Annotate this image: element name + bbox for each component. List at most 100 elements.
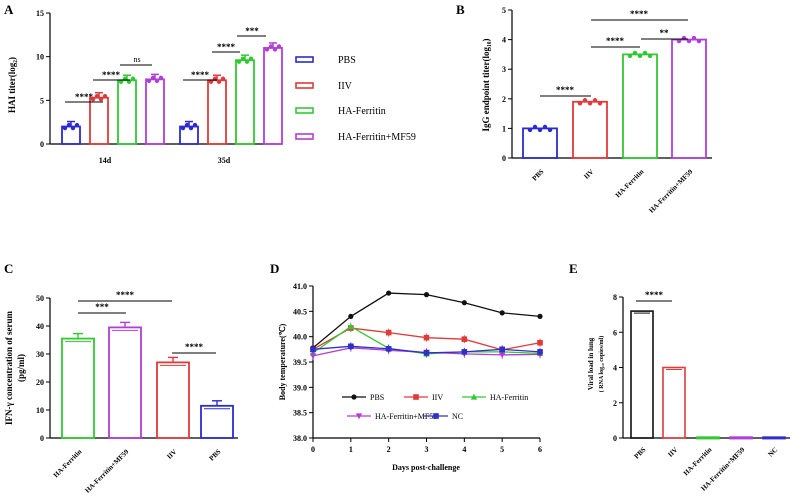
bar-pbs: [200, 404, 234, 439]
panel-d: D Body temperature(℃) 38.038.539.039.540…: [270, 261, 544, 472]
x-tick-label: 2: [387, 445, 391, 454]
data-point: [102, 94, 108, 99]
panel-b-significance: **** **** ** ****: [540, 9, 688, 97]
data-point: [272, 47, 278, 52]
data-point: [577, 101, 583, 106]
point-nc: [310, 346, 316, 353]
data-point: [542, 124, 548, 130]
data-point: [647, 53, 653, 59]
data-point: [70, 125, 76, 131]
panel-d-letter: D: [270, 261, 279, 276]
bar-ha-ferritin-mf59: [671, 38, 707, 159]
bar-nc: [762, 436, 786, 440]
x-label-pbs: PBS: [531, 168, 546, 183]
panel-c-x-labels: HA-Ferritin HA-Ferritin+MF59 IIV PBS: [52, 447, 223, 494]
panel-c-bars: [61, 321, 234, 439]
y-tick-label: 40: [36, 322, 44, 331]
data-point: [98, 97, 104, 102]
panel-a-ylabel: HAI titer(log₂): [7, 57, 17, 113]
point-nc: [348, 343, 354, 350]
sig-b-4: ****: [630, 9, 649, 19]
panel-b-bars: [522, 35, 707, 159]
data-point: [537, 127, 543, 133]
panel-e-significance: ****: [636, 290, 672, 302]
y-tick-label: 50: [36, 294, 44, 303]
data-point: [90, 97, 96, 102]
panel-b-ylabel: IgG endpoint titer(log₁₀): [481, 39, 491, 132]
panel-a-letter: A: [4, 2, 14, 17]
bar-ha-ferritin-35d: [235, 59, 255, 145]
legend-marker-nc: [433, 413, 439, 419]
sig-c-1: ***: [95, 302, 109, 312]
panel-c-letter: C: [4, 261, 13, 276]
data-point: [146, 78, 152, 84]
sig-a-1: ****: [75, 92, 94, 102]
x-label-iiv: IIV: [165, 448, 178, 461]
y-tick-label: 1: [502, 124, 506, 133]
y-tick-label: 41.0: [293, 282, 307, 291]
sig-a-3: ns: [133, 55, 140, 64]
bar-pbs: [630, 310, 654, 439]
x-tick-label: 4: [462, 445, 466, 454]
legend-label-iiv: IIV: [338, 81, 353, 92]
y-tick-label: 30: [36, 350, 44, 359]
point-ha-ferritin: [347, 323, 355, 330]
y-tick-label: 39.0: [293, 383, 307, 392]
panel-b-y-ticks: 0 1 2 3 4 5: [502, 6, 512, 163]
point-nc: [537, 349, 543, 355]
y-tick-label: 0: [40, 434, 44, 443]
data-point: [126, 79, 132, 84]
x-label-ha-ferritin-mf59: HA-Ferritin+MF59: [83, 447, 130, 494]
data-point: [236, 59, 242, 64]
x-label-ha-ferritin: HA-Ferritin: [614, 168, 646, 200]
y-tick-label: 20: [36, 378, 44, 387]
x-label-iiv: IIV: [666, 446, 679, 459]
data-point: [582, 98, 588, 103]
data-point: [696, 38, 702, 44]
panel-b-x-labels: PBS IIV HA-Ferritin HA-Ferritin+MF59: [531, 167, 695, 214]
data-point: [118, 79, 124, 84]
panel-e-ylabel-unit: ( RNA log₁₀ copies/ml): [598, 336, 605, 392]
y-tick-label: 0: [613, 434, 617, 443]
panel-a-legend: PBS IIV HA-Ferritin HA-Ferritin+MF59: [295, 55, 416, 143]
data-point: [216, 79, 222, 84]
y-tick-label: 2: [502, 95, 506, 104]
sig-c-2: ****: [116, 290, 135, 300]
point-iiv: [385, 329, 392, 336]
bar-ha-ferritin: [61, 337, 95, 439]
point-iiv: [537, 339, 543, 346]
data-point: [130, 76, 136, 81]
legend-marker-iiv: [413, 394, 419, 400]
data-point: [248, 56, 254, 61]
panel-d-y-ticks: 38.0 38.5 39.0 39.5 40.0 40.5 41.0: [293, 282, 313, 443]
x-label-ha-ferritin-mf59: HA-Ferritin+MF59: [647, 167, 694, 214]
y-tick-label: 8: [613, 293, 617, 302]
sig-a-2: ****: [102, 70, 121, 80]
y-tick-label: 15: [36, 9, 44, 18]
legend-label-nc: NC: [452, 412, 463, 421]
bar-iiv-35d: [207, 79, 227, 145]
data-point: [681, 35, 687, 41]
data-point: [637, 53, 643, 59]
point-nc: [385, 346, 392, 352]
bar-ha-ferritin-mf59: [108, 326, 142, 439]
sig-b-1: ****: [556, 85, 575, 95]
x-label-ha-ferritin: HA-Ferritin: [52, 448, 84, 480]
y-tick-label: 39.5: [293, 358, 307, 367]
legend-label-ha-ferritin: HA-Ferritin: [338, 106, 386, 117]
bar-iiv: [156, 361, 190, 439]
x-tick-label: 6: [538, 445, 542, 454]
x-label-iiv: IIV: [582, 168, 595, 181]
data-point: [592, 98, 598, 103]
panel-d-legend: PBS IIV HA-Ferritin HA-Ferritin+MF59 NC: [342, 393, 528, 421]
panel-b-letter: B: [456, 2, 465, 17]
y-tick-label: 38.5: [293, 409, 307, 418]
legend-label-pbs: PBS: [338, 55, 356, 66]
y-tick-label: 5: [502, 6, 506, 15]
legend-label-pbs: PBS: [370, 393, 384, 402]
data-point: [686, 38, 692, 44]
point-pbs: [348, 313, 354, 319]
point-pbs: [537, 313, 543, 319]
panel-e-letter: E: [569, 261, 578, 276]
